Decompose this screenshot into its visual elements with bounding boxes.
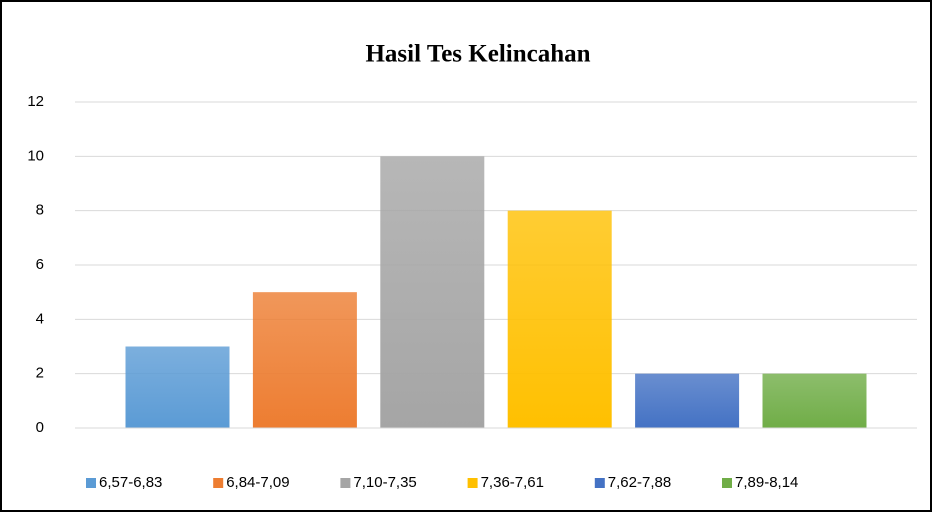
legend-swatch xyxy=(213,478,224,488)
legend-label: 7,62-7,88 xyxy=(608,474,671,491)
legend-label: 6,57-6,83 xyxy=(99,474,162,491)
y-tick-label: 8 xyxy=(36,202,44,219)
y-tick-label: 0 xyxy=(36,419,44,436)
bar xyxy=(125,346,230,428)
bar xyxy=(252,292,357,428)
legend-swatch xyxy=(467,478,478,488)
bar xyxy=(507,210,612,428)
bar xyxy=(762,373,867,428)
y-tick-label: 4 xyxy=(36,310,44,327)
y-tick-label: 6 xyxy=(36,256,44,273)
chart-title: Hasil Tes Kelincahan xyxy=(365,41,590,68)
legend-swatch xyxy=(594,478,605,488)
legend-label: 6,84-7,09 xyxy=(226,474,289,491)
bar xyxy=(635,373,740,428)
bar xyxy=(380,156,485,429)
y-tick-label: 12 xyxy=(27,93,44,110)
legend-swatch xyxy=(722,478,732,488)
legend-label: 7,89-8,14 xyxy=(735,474,798,491)
legend-label: 7,36-7,61 xyxy=(481,474,544,491)
legend-label: 7,10-7,35 xyxy=(353,474,416,491)
legend-swatch xyxy=(86,478,96,488)
y-tick-label: 10 xyxy=(27,147,44,164)
legend-swatch xyxy=(340,478,351,488)
y-tick-label: 2 xyxy=(36,365,44,382)
